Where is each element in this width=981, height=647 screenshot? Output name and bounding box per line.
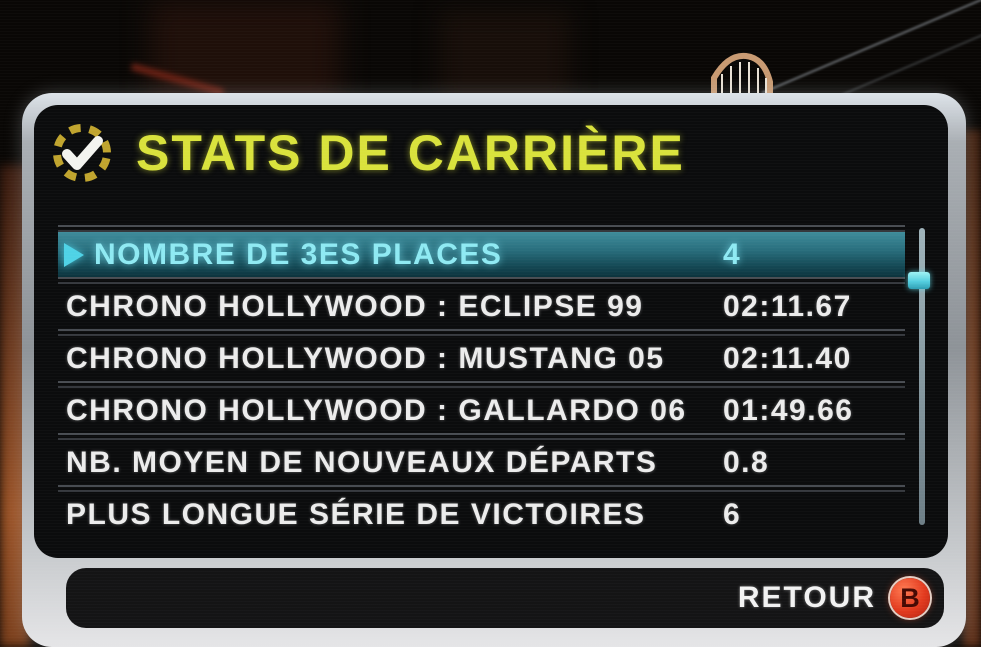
stat-row[interactable]: CHRONO HOLLYWOOD : GALLARDO 06 01:49.66 xyxy=(58,388,905,433)
selection-cursor-icon xyxy=(64,242,84,267)
row-divider xyxy=(58,433,905,440)
stat-row[interactable]: CHRONO HOLLYWOOD : ECLIPSE 99 02:11.67 xyxy=(58,284,905,329)
scrollbar-track[interactable] xyxy=(919,228,925,525)
background-cable-line xyxy=(761,0,981,94)
stat-value: 02:11.40 xyxy=(723,341,852,375)
stat-label: NOMBRE DE 3ES PLACES xyxy=(94,237,503,271)
stat-label: CHRONO HOLLYWOOD : GALLARDO 06 xyxy=(66,393,687,427)
stat-value: 0.8 xyxy=(723,445,770,479)
background-texture xyxy=(130,63,225,96)
stats-list: NOMBRE DE 3ES PLACES 4 CHRONO HOLLYWOOD … xyxy=(58,225,905,537)
title-bar: STATS DE CARRIÈRE xyxy=(34,105,948,185)
stat-value: 6 xyxy=(723,497,742,531)
stats-dialog-panel: STATS DE CARRIÈRE NOMBRE DE 3ES PLACES 4… xyxy=(22,93,966,647)
check-circle-icon xyxy=(53,124,111,182)
stat-value: 02:11.67 xyxy=(723,289,852,323)
b-button-icon[interactable]: B xyxy=(890,578,930,618)
page-title: STATS DE CARRIÈRE xyxy=(136,125,685,181)
stat-label: CHRONO HOLLYWOOD : ECLIPSE 99 xyxy=(66,289,644,323)
stat-label: CHRONO HOLLYWOOD : MUSTANG 05 xyxy=(66,341,665,375)
stat-row[interactable]: CHRONO HOLLYWOOD : MUSTANG 05 02:11.40 xyxy=(58,336,905,381)
stat-value: 01:49.66 xyxy=(723,393,854,427)
row-divider xyxy=(58,485,905,492)
stat-label: NB. MOYEN DE NOUVEAUX DÉPARTS xyxy=(66,445,658,479)
stat-value: 4 xyxy=(723,237,742,271)
row-divider xyxy=(58,329,905,336)
row-divider xyxy=(58,277,905,284)
row-divider xyxy=(58,381,905,388)
row-divider xyxy=(58,225,905,232)
stat-row-selected[interactable]: NOMBRE DE 3ES PLACES 4 xyxy=(58,232,905,277)
scrollbar-thumb[interactable] xyxy=(908,272,930,289)
footer-bar: RETOUR B xyxy=(66,568,944,628)
back-label: RETOUR xyxy=(737,581,876,614)
stat-row[interactable]: NB. MOYEN DE NOUVEAUX DÉPARTS 0.8 xyxy=(58,440,905,485)
stats-content-area: STATS DE CARRIÈRE NOMBRE DE 3ES PLACES 4… xyxy=(34,105,948,558)
stat-label: PLUS LONGUE SÉRIE DE VICTOIRES xyxy=(66,497,646,531)
background-texture xyxy=(440,10,570,105)
stat-row[interactable]: PLUS LONGUE SÉRIE DE VICTOIRES 6 xyxy=(58,492,905,537)
